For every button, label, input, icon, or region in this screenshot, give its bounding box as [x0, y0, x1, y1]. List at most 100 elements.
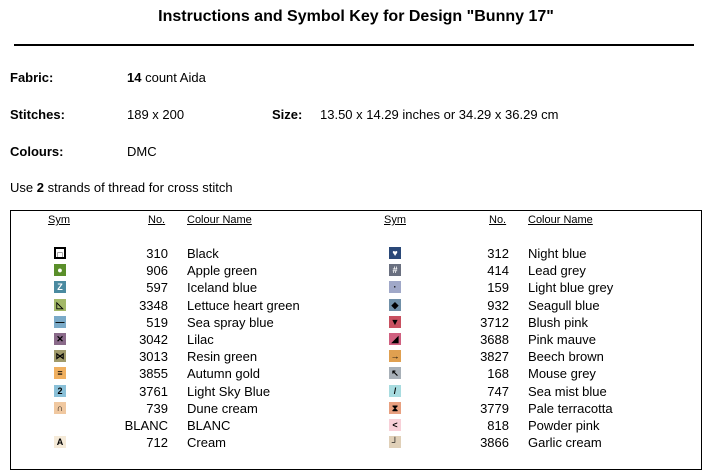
colour-name: Autumn gold: [187, 366, 260, 382]
symbol-icon: →: [389, 350, 401, 363]
colour-name: Sea spray blue: [187, 314, 274, 330]
fabric-label: Fabric:: [10, 70, 54, 85]
dmc-number: 3348: [139, 297, 168, 313]
symbol-key-table: [10, 210, 702, 470]
table-row: #414 Lead grey: [0, 262, 712, 279]
symbol-icon: —: [54, 315, 66, 328]
table-row: Z 597 Iceland blue: [0, 279, 712, 296]
colour-name: Light Sky Blue: [187, 383, 271, 399]
table-row: — 519 Sea spray blue: [0, 314, 712, 331]
symbol-icon: #: [389, 264, 401, 277]
symbol-icon: ♥: [389, 247, 401, 259]
dmc-number: 3761: [139, 383, 168, 399]
dmc-number: 597: [146, 280, 168, 296]
dmc-number: 3042: [139, 332, 168, 347]
header-no: No.: [489, 214, 507, 226]
symbol-icon: ∩: [54, 401, 66, 414]
symbol-icon: ◺: [54, 298, 66, 311]
colour-name: Lilac: [187, 332, 214, 347]
table-row: ≡ 3855 Autumn gold: [0, 365, 712, 382]
size-label: Size:: [272, 107, 303, 122]
symbol-icon: 2: [54, 384, 66, 397]
table-row: ◆ 932 Seagull blue: [0, 297, 712, 314]
dmc-number: 168: [487, 366, 509, 382]
stitches-label: Stitches:: [10, 107, 65, 122]
dmc-number: 159: [487, 280, 509, 296]
symbol-icon: <: [389, 419, 401, 431]
dmc-number: 3712: [480, 314, 509, 330]
page-title: Instructions and Symbol Key for Design "…: [158, 8, 554, 25]
stitches-value: 189 x 200: [127, 107, 185, 122]
symbol-icon: ↖: [389, 367, 401, 380]
table-row: ┘ 3866 Garlic cream: [0, 434, 712, 451]
colour-name: Garlic cream: [528, 435, 602, 451]
dmc-number: 712: [146, 435, 168, 451]
colour-name: Iceland blue: [187, 280, 258, 296]
symbol-icon: ✕: [54, 333, 66, 345]
table-row: 2 3761 Light Sky Blue: [0, 383, 712, 400]
dmc-number: 3013: [139, 349, 168, 365]
dmc-number: 818: [487, 418, 509, 433]
table-row: ▼ 3712 Blush pink: [0, 314, 712, 331]
symbol-icon: ●: [54, 264, 66, 277]
colour-name: Seagull blue: [528, 297, 600, 313]
header-sym: Sym: [48, 214, 70, 226]
strands-post: strands of thread for cross stitch: [47, 180, 233, 195]
dmc-number: 310: [146, 246, 168, 261]
symbol-icon: □: [54, 247, 66, 260]
table-row: ◺ 3348 Lettuce heart green: [0, 297, 712, 314]
colour-name: Mouse grey: [528, 366, 596, 382]
symbol-icon: ≡: [54, 367, 66, 380]
colours-label: Colours:: [10, 144, 64, 159]
colour-name: Powder pink: [528, 418, 600, 433]
strands-pre: Use: [10, 180, 34, 195]
colour-name: Light blue grey: [528, 280, 614, 296]
fabric-text: count Aida: [145, 70, 206, 85]
symbol-icon: ⧗: [389, 401, 401, 414]
header-sym: Sym: [384, 214, 406, 226]
fabric-value: 14 count Aida: [127, 70, 206, 85]
table-row: ✕ 3042 Lilac: [0, 331, 712, 348]
symbol-icon: ◢: [389, 333, 401, 345]
symbol-icon: [54, 419, 66, 431]
header-name: Colour Name: [528, 214, 593, 226]
colours-value: DMC: [127, 144, 157, 159]
symbol-icon: ·: [389, 281, 401, 294]
symbol-icon: /: [389, 384, 401, 397]
dmc-number: 312: [487, 246, 509, 261]
table-row: ◢ 3688 Pink mauve: [0, 331, 712, 348]
divider: [14, 44, 694, 46]
table-row: ♥ 312 Night blue: [0, 245, 712, 262]
dmc-number: 906: [146, 263, 168, 279]
symbol-icon: ┘: [389, 436, 401, 449]
table-row: <818 Powder pink: [0, 417, 712, 434]
colour-name: Black: [187, 246, 219, 261]
table-row: BLANC BLANC: [0, 417, 712, 434]
colour-name: Pale terracotta: [528, 400, 613, 416]
header-no: No.: [148, 214, 166, 226]
symbol-icon: ◆: [389, 298, 401, 311]
dmc-number: 932: [487, 297, 509, 313]
dmc-number: 3688: [480, 332, 509, 347]
table-row: ● 906 Apple green: [0, 262, 712, 279]
dmc-number: 519: [146, 314, 168, 330]
colour-name: Night blue: [528, 246, 587, 261]
table-row: A 712 Cream: [0, 434, 712, 451]
colour-name: Pink mauve: [528, 332, 596, 347]
symbol-icon: ⋈: [54, 350, 66, 363]
table-row: ∩ 739 Dune cream: [0, 400, 712, 417]
colour-name: Cream: [187, 435, 227, 451]
colour-name: Lead grey: [528, 263, 586, 279]
table-row: / 747 Sea mist blue: [0, 383, 712, 400]
dmc-number: 414: [487, 263, 509, 279]
dmc-number: 3866: [480, 435, 509, 451]
dmc-number: 3827: [480, 349, 509, 365]
table-row: ⧗ 3779 Pale terracotta: [0, 400, 712, 417]
dmc-number: 3779: [480, 400, 509, 416]
dmc-number: 3855: [139, 366, 168, 382]
table-row: · 159 Light blue grey: [0, 279, 712, 296]
symbol-icon: Z: [54, 281, 66, 294]
table-row: ⋈ 3013 Resin green: [0, 348, 712, 365]
dmc-number: BLANC: [124, 418, 168, 433]
colour-name: Dune cream: [187, 400, 258, 416]
